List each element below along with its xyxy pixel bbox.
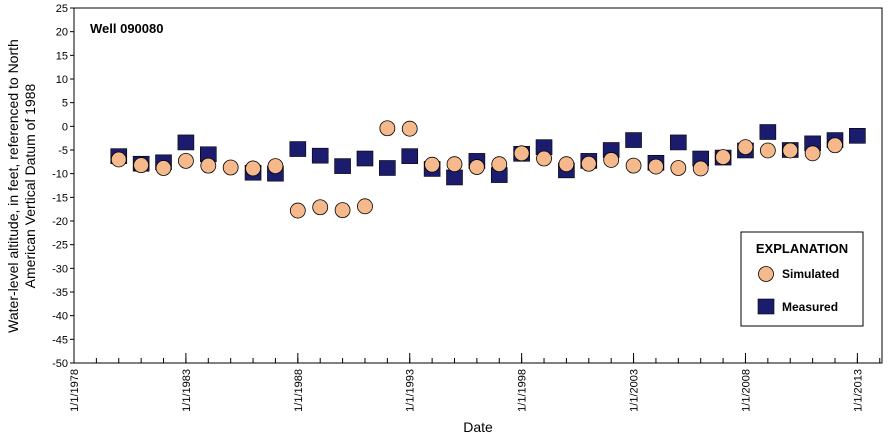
y-tick-label: -20 xyxy=(52,216,68,228)
simulated-point xyxy=(133,157,150,174)
simulated-point xyxy=(513,145,530,162)
simulated-point xyxy=(312,199,329,216)
measured-point xyxy=(177,134,195,151)
y-tick-label: 20 xyxy=(56,27,68,39)
simulated-point xyxy=(110,151,127,168)
simulated-point xyxy=(200,157,217,174)
x-axis-title: Date xyxy=(463,419,493,435)
measured-point xyxy=(670,134,687,151)
simulated-point xyxy=(468,159,485,175)
simulated-point xyxy=(289,202,306,219)
simulated-point xyxy=(155,160,172,176)
y-tick-label: 5 xyxy=(62,98,68,110)
x-tick-label: 1/1/2003 xyxy=(629,369,641,412)
y-tick-label: 0 xyxy=(62,121,68,133)
simulated-point xyxy=(334,202,351,219)
legend-measured-marker xyxy=(757,298,775,315)
x-axis: 1/1/1978 1/1/1983 1/1/1988 1/1/1993 1/1/1998… xyxy=(69,353,881,412)
measured-point xyxy=(334,158,351,174)
x-tick-label: 1/1/2008 xyxy=(740,369,752,412)
simulated-point xyxy=(715,149,731,166)
measured-point xyxy=(379,160,396,176)
legend: EXPLANATION Simulated Measured xyxy=(740,231,864,327)
x-tick-label: 1/1/1998 xyxy=(517,369,529,412)
y-tick-label: -50 xyxy=(52,358,68,370)
measured-point xyxy=(759,124,777,140)
simulated-point xyxy=(759,142,776,159)
legend-measured-label: Measured xyxy=(782,300,838,314)
y-tick-label: -15 xyxy=(52,192,68,204)
simulated-point xyxy=(804,145,821,162)
simulated-point xyxy=(782,142,799,159)
well-label: Well 090080 xyxy=(90,21,163,36)
y-tick-label: -5 xyxy=(58,145,68,157)
measured-point xyxy=(625,132,642,148)
y-tick-label: -25 xyxy=(52,240,68,252)
simulated-point xyxy=(603,152,620,168)
y-tick-label: 25 xyxy=(56,3,68,15)
legend-simulated-marker xyxy=(758,266,774,282)
simulated-point xyxy=(737,139,754,156)
measured-point xyxy=(401,148,419,164)
simulated-point xyxy=(401,120,418,137)
y-axis-title-line-1: Water-level altitude, in feet, reference… xyxy=(5,39,21,333)
simulated-point xyxy=(357,198,373,215)
measured-point xyxy=(446,169,463,186)
simulated-point xyxy=(178,152,194,169)
simulated-point xyxy=(245,160,261,177)
simulated-point xyxy=(222,159,239,176)
y-tick-label: -45 xyxy=(52,334,68,346)
measured-point xyxy=(356,150,374,167)
simulated-point xyxy=(648,158,664,175)
legend-title: EXPLANATION xyxy=(756,241,848,256)
y-tick-label: -30 xyxy=(52,263,68,275)
x-tick-label: 1/1/1988 xyxy=(293,369,305,412)
measured-point xyxy=(311,147,329,164)
simulated-point xyxy=(446,156,463,173)
y-tick-label: -35 xyxy=(52,287,68,299)
y-tick-label: 10 xyxy=(56,74,68,86)
simulated-point xyxy=(558,156,575,173)
legend-simulated-label: Simulated xyxy=(782,267,839,281)
simulated-point xyxy=(827,137,843,154)
y-tick-label: 15 xyxy=(56,50,68,62)
y-axis: 25 20 15 10 5 0 -5 -10 -15 -20 -25 -30 -35 -40 -45 -50 xyxy=(52,3,74,370)
y-axis-title-line-2: American Vertical Datum of 1988 xyxy=(22,83,38,288)
x-tick-label: 1/1/1978 xyxy=(69,369,81,412)
x-tick-label: 1/1/2013 xyxy=(852,369,864,412)
simulated-point xyxy=(424,156,441,173)
simulated-point xyxy=(379,120,396,137)
y-tick-label: -40 xyxy=(52,311,68,323)
simulated-point xyxy=(267,158,284,174)
simulated-series xyxy=(110,120,843,219)
simulated-point xyxy=(580,155,597,172)
x-tick-label: 1/1/1993 xyxy=(405,369,417,412)
simulated-point xyxy=(670,160,687,176)
measured-point xyxy=(289,141,307,157)
simulated-point xyxy=(692,160,709,177)
y-tick-label: -10 xyxy=(52,169,68,181)
measured-point xyxy=(849,128,866,144)
simulated-point xyxy=(536,150,552,167)
simulated-point xyxy=(625,157,642,174)
simulated-point xyxy=(491,156,508,173)
x-tick-label: 1/1/1983 xyxy=(181,369,193,412)
